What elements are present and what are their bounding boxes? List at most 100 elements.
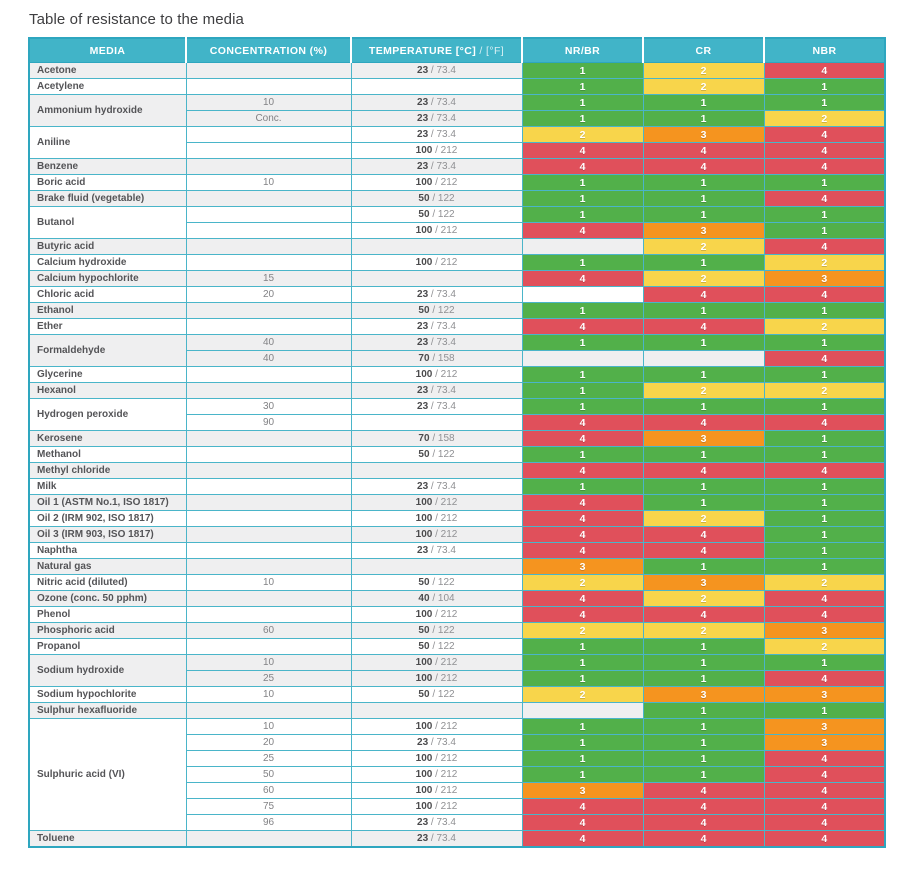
cr-rating-cell: 2 — [642, 510, 765, 527]
temperature-cell: 50 / 122 — [350, 190, 523, 207]
temperature-cell: 23 / 73.4 — [350, 814, 523, 831]
temperature-fahrenheit-value: / 158 — [429, 433, 455, 444]
nrbr-rating-cell: 4 — [521, 142, 644, 159]
temperature-celsius-value: 100 — [415, 785, 433, 796]
table-row: Ozone (conc. 50 pphm) 40 / 104 4 2 4 — [28, 590, 886, 607]
table-row: Methyl chloride 4 4 4 — [28, 462, 886, 479]
media-cell: Ether — [28, 318, 187, 335]
concentration-cell — [185, 590, 352, 607]
temperature-fahrenheit-value: / 73.4 — [428, 401, 456, 412]
table-row: Oil 1 (ASTM No.1, ISO 1817) 100 / 212 4 1 1 — [28, 494, 886, 511]
cr-rating-cell: 1 — [642, 446, 765, 463]
cr-rating-cell: 3 — [642, 686, 765, 703]
media-cell: Nitric acid (diluted) — [28, 574, 187, 591]
temperature-celsius-value: 100 — [415, 225, 433, 236]
media-cell: Ammonium hydroxide — [28, 94, 187, 127]
cr-rating-cell: 3 — [642, 430, 765, 447]
nrbr-rating-cell: 1 — [521, 254, 644, 271]
nbr-rating-cell: 3 — [763, 270, 886, 287]
nrbr-rating-cell: 2 — [521, 622, 644, 639]
nrbr-rating-cell: 1 — [521, 78, 644, 95]
concentration-cell: 60 — [185, 782, 352, 799]
nbr-rating-cell: 1 — [763, 222, 886, 239]
nbr-rating-cell: 1 — [763, 78, 886, 95]
temperature-cell: 23 / 73.4 — [350, 94, 523, 111]
concentration-cell — [185, 830, 352, 848]
temperature-fahrenheit-value: / 212 — [432, 145, 458, 156]
nrbr-rating-cell — [521, 238, 644, 255]
cr-rating-cell: 2 — [642, 590, 765, 607]
temperature-cell — [350, 270, 523, 287]
cr-rating-cell: 1 — [642, 478, 765, 495]
temperature-celsius-value: 23 — [417, 289, 429, 300]
media-cell: Methyl chloride — [28, 462, 187, 479]
temperature-cell: 23 / 73.4 — [350, 398, 523, 415]
nrbr-rating-cell: 4 — [521, 830, 644, 848]
cr-rating-cell: 2 — [642, 62, 765, 79]
cr-rating-cell: 4 — [642, 414, 765, 431]
media-cell: Phenol — [28, 606, 187, 623]
concentration-cell: 96 — [185, 814, 352, 831]
nbr-rating-cell: 1 — [763, 654, 886, 671]
nbr-rating-cell: 2 — [763, 254, 886, 271]
temperature-fahrenheit-value: / 212 — [432, 721, 458, 732]
nrbr-rating-cell: 4 — [521, 318, 644, 335]
temperature-cell: 23 / 73.4 — [350, 158, 523, 175]
media-cell: Oil 3 (IRM 903, ISO 1817) — [28, 526, 187, 543]
concentration-cell — [185, 158, 352, 175]
nbr-rating-cell: 4 — [763, 814, 886, 831]
concentration-cell: 25 — [185, 670, 352, 687]
temperature-fahrenheit-value: / 212 — [432, 753, 458, 764]
cr-rating-cell: 1 — [642, 110, 765, 127]
temperature-celsius-value: 23 — [417, 129, 429, 140]
nrbr-rating-cell: 1 — [521, 398, 644, 415]
table-row: 20 23 / 73.4 1 1 3 — [29, 734, 886, 751]
nbr-rating-cell: 1 — [763, 510, 886, 527]
temperature-celsius-value: 70 — [418, 433, 430, 444]
concentration-cell: 10 — [185, 574, 352, 591]
concentration-cell: 10 — [185, 654, 352, 671]
nrbr-rating-cell — [521, 350, 644, 367]
nbr-rating-cell: 1 — [763, 94, 886, 111]
nbr-rating-cell: 4 — [763, 750, 886, 767]
cr-rating-cell: 1 — [642, 558, 765, 575]
temperature-celsius-value: 23 — [417, 385, 429, 396]
media-cell: Natural gas — [28, 558, 187, 575]
table-row: Calcium hypochlorite 15 4 2 3 — [28, 270, 886, 287]
temperature-cell: 100 / 212 — [350, 494, 523, 511]
table-row: Milk 23 / 73.4 1 1 1 — [28, 478, 886, 495]
nbr-rating-cell: 4 — [763, 126, 886, 143]
table-row: Hydrogen peroxide 30 23 / 73.4 1 1 1 — [28, 398, 886, 431]
temperature-fahrenheit-value: / 212 — [432, 497, 458, 508]
nbr-rating-cell: 1 — [763, 366, 886, 383]
cr-rating-cell: 1 — [642, 766, 765, 783]
concentration-cell: 10 — [185, 718, 352, 735]
table-row: Hexanol 23 / 73.4 1 2 2 — [28, 382, 886, 399]
temperature-cell: 100 / 212 — [350, 222, 523, 239]
temperature-cell: 100 / 212 — [350, 782, 523, 799]
temperature-cell: 100 / 212 — [350, 142, 523, 159]
concentration-cell: 15 — [185, 270, 352, 287]
temperature-cell: 100 / 212 — [350, 766, 523, 783]
concentration-cell: Conc. — [185, 110, 352, 127]
media-cell: Hydrogen peroxide — [28, 398, 187, 431]
table-row: Kerosene 70 / 158 4 3 1 — [28, 430, 886, 447]
temperature-cell: 23 / 73.4 — [350, 734, 523, 751]
temperature-celsius-value: 23 — [417, 161, 429, 172]
table-row: Oil 2 (IRM 902, ISO 1817) 100 / 212 4 2 1 — [28, 510, 886, 527]
concentration-cell — [185, 510, 352, 527]
concentration-cell — [185, 366, 352, 383]
nbr-rating-cell: 4 — [763, 766, 886, 783]
temperature-fahrenheit-value: / 73.4 — [428, 113, 456, 124]
cr-rating-cell: 1 — [642, 366, 765, 383]
cr-rating-cell: 1 — [642, 670, 765, 687]
temperature-cell — [350, 462, 523, 479]
nrbr-rating-cell — [521, 702, 644, 719]
temperature-c-label: TEMPERATURE [°C] — [368, 44, 477, 57]
table-row: Brake fluid (vegetable) 50 / 122 1 1 4 — [28, 190, 886, 207]
nrbr-rating-cell: 1 — [521, 334, 644, 351]
header-row: MEDIA CONCENTRATION (%) TEMPERATURE [°C]… — [29, 38, 885, 63]
nbr-rating-cell: 3 — [763, 734, 886, 751]
nrbr-rating-cell: 4 — [521, 526, 644, 543]
concentration-cell — [185, 126, 352, 143]
